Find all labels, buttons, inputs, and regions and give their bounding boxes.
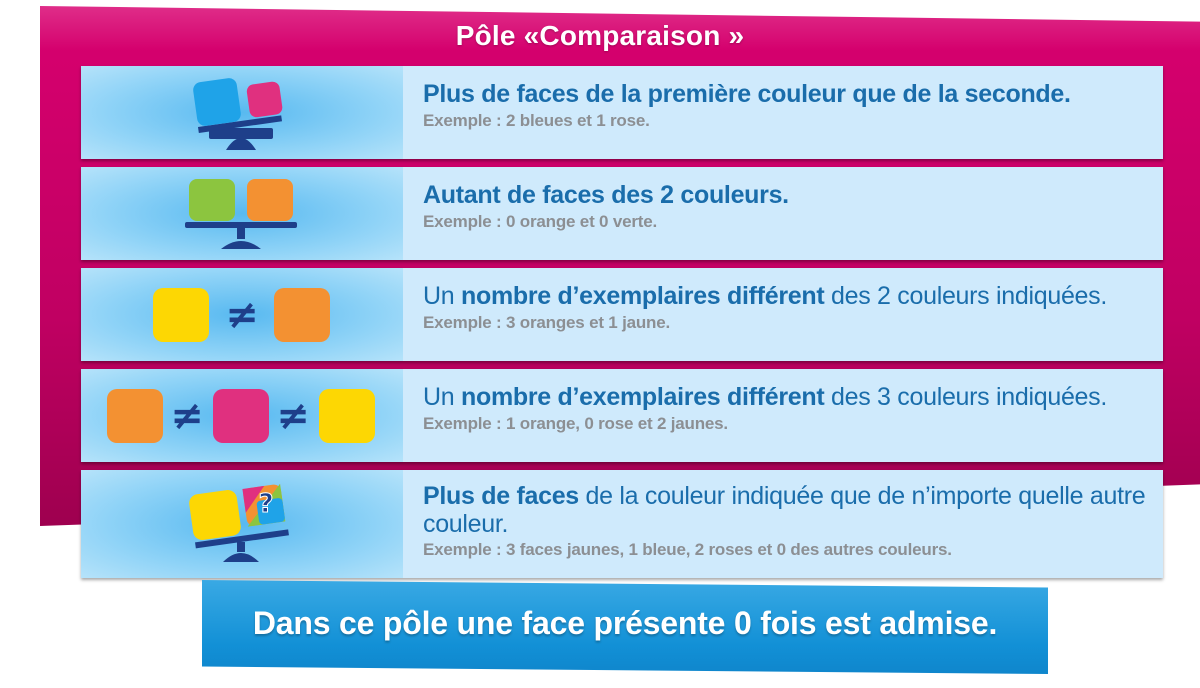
rule-icon-cell [81, 167, 403, 260]
not-equal-symbol: ≠ [225, 292, 259, 338]
rule-description: Un nombre d’exemplaires différent des 2 … [423, 282, 1153, 311]
orange-pink-yellow-not-equal-icon: ≠ ≠ [107, 389, 375, 443]
rule-description-prefix: Un [423, 282, 462, 310]
rule-row-5: ? Plus de faces de la couleur indiquée q… [81, 470, 1163, 578]
balance-level-green-orange-icon [185, 179, 297, 249]
rule-row-2: Autant de faces des 2 couleurs. Exemple … [81, 167, 1163, 260]
rule-icon-cell: ≠ [81, 268, 403, 361]
rule-description: Autant de faces des 2 couleurs. [423, 181, 1153, 210]
rule-icon-cell [81, 66, 403, 159]
rule-description-bold: nombre d’exemplaires différent [461, 383, 825, 411]
rule-text-cell: Autant de faces des 2 couleurs. Exemple … [403, 167, 1163, 260]
rule-example: Exemple : 1 orange, 0 rose et 2 jaunes. [423, 414, 728, 433]
rule-text-cell: Plus de faces de la première couleur que… [403, 66, 1163, 159]
rule-example: Exemple : 0 orange et 0 verte. [423, 212, 657, 231]
rule-row-1: Plus de faces de la première couleur que… [81, 66, 1163, 159]
yellow-not-equal-orange-icon: ≠ [153, 288, 330, 342]
rule-row-4: ≠ ≠ Un nombre d’exemplaires différent de… [81, 369, 1163, 462]
page-title: Pôle «Comparaison » [455, 20, 745, 51]
rule-text-cell: Un nombre d’exemplaires différent des 3 … [403, 369, 1163, 462]
rule-description-suffix: des 3 couleurs indiquées. [824, 383, 1108, 411]
rule-description: Plus de faces de la couleur indiquée que… [423, 482, 1153, 538]
pink-panel-highlight [40, 6, 1200, 51]
rule-description-suffix: de la couleur indiquée que de n’importe … [423, 482, 1146, 538]
not-equal-symbol: ≠ [276, 393, 310, 439]
rule-icon-cell: ? [81, 470, 403, 578]
rule-description: Un nombre d’exemplaires différent des 3 … [423, 383, 1153, 412]
rule-description-bold: Plus de faces [423, 482, 579, 510]
rule-icon-cell: ≠ ≠ [81, 369, 403, 462]
footer-band [202, 580, 1048, 674]
rule-row-3: ≠ Un nombre d’exemplaires différent des … [81, 268, 1163, 361]
rule-description: Plus de faces de la première couleur que… [423, 80, 1153, 109]
rule-description-bold: Autant de faces des 2 couleurs. [423, 181, 789, 209]
rule-text-cell: Un nombre d’exemplaires différent des 2 … [403, 268, 1163, 361]
question-mark: ? [258, 489, 273, 519]
footer-note: Dans ce pôle une face présente 0 fois es… [252, 605, 998, 641]
rule-example: Exemple : 3 faces jaunes, 1 bleue, 2 ros… [423, 540, 952, 559]
rule-example: Exemple : 2 bleues et 1 rose. [423, 111, 650, 130]
balance-yellow-question-icon: ? [189, 483, 289, 562]
rule-description-bold: nombre d’exemplaires différent [461, 282, 825, 310]
rule-description-prefix: Un [423, 383, 462, 411]
rule-description-suffix: des 2 couleurs indiquées. [824, 282, 1108, 310]
rule-example: Exemple : 3 oranges et 1 jaune. [423, 313, 671, 332]
not-equal-symbol: ≠ [170, 393, 204, 439]
rule-description-bold: Plus de faces de la première couleur que… [423, 80, 1071, 108]
rule-text-cell: Plus de faces de la couleur indiquée que… [403, 470, 1163, 578]
balance-tilted-blue-pink-icon [193, 78, 283, 150]
